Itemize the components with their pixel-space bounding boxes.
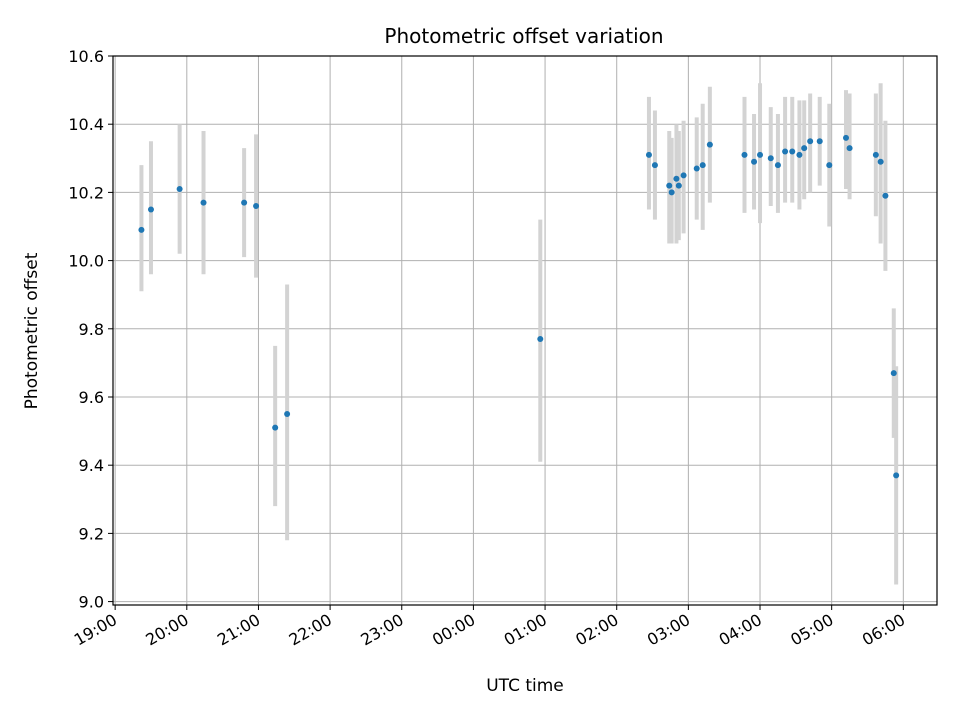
data-point [877, 158, 884, 165]
data-point [666, 182, 673, 189]
data-point [796, 151, 803, 158]
data-point [675, 182, 682, 189]
data-point [801, 145, 808, 152]
y-tick-label: 9.2 [79, 524, 104, 543]
data-point [673, 175, 680, 182]
chart-title: Photometric offset variation [384, 24, 663, 48]
y-tick-label: 10.2 [68, 183, 104, 202]
data-point [138, 226, 145, 233]
data-point [816, 138, 823, 145]
data-point [741, 151, 748, 158]
y-tick-label: 9.0 [79, 593, 104, 612]
y-tick-label: 10.0 [68, 252, 104, 271]
data-point [699, 162, 706, 169]
data-point [767, 155, 774, 162]
data-point [807, 138, 814, 145]
data-point [751, 158, 758, 165]
y-axis-label: Photometric offset [22, 252, 42, 409]
y-axis-ticks: 9.0 9.2 9.4 9.6 9.8 10.0 10.2 10.4 10.6 [68, 47, 113, 612]
data-point [272, 424, 279, 431]
data-point [706, 141, 713, 148]
x-axis-label: UTC time [486, 676, 564, 696]
data-point [693, 165, 700, 172]
data-point [893, 472, 900, 479]
data-point [846, 145, 853, 152]
data-point [757, 151, 764, 158]
data-point [782, 148, 789, 155]
data-point [537, 336, 544, 343]
data-point [872, 151, 879, 158]
data-point [668, 189, 675, 196]
data-points [138, 134, 900, 479]
data-point [843, 134, 850, 141]
plot-frame [112, 55, 938, 606]
data-point [890, 370, 897, 377]
data-point [651, 162, 658, 169]
y-tick-label: 10.4 [68, 115, 104, 134]
data-point [284, 411, 291, 418]
data-point [645, 151, 652, 158]
data-point [774, 162, 781, 169]
data-point [200, 199, 207, 206]
data-point [176, 185, 183, 192]
y-tick-label: 10.6 [68, 47, 104, 66]
y-tick-label: 9.8 [79, 320, 104, 339]
data-point [882, 192, 889, 199]
data-point [680, 172, 687, 179]
grid-lines [113, 55, 937, 605]
data-point [147, 206, 154, 213]
data-point [241, 199, 248, 206]
y-tick-label: 9.6 [79, 388, 104, 407]
data-point [826, 162, 833, 169]
y-tick-label: 9.4 [79, 456, 104, 475]
data-point [253, 203, 260, 210]
data-point [789, 148, 796, 155]
